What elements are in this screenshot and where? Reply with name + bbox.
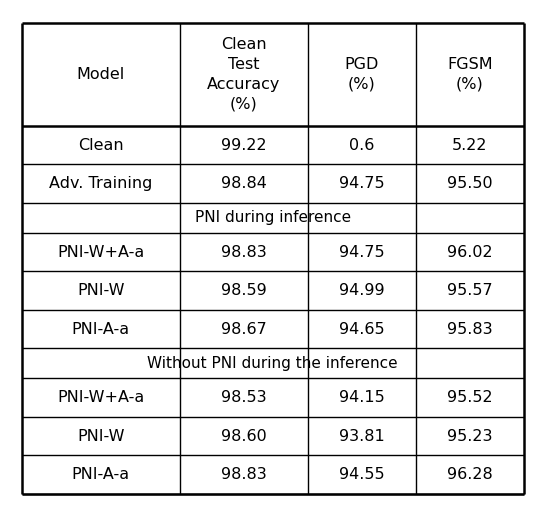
Text: 5.22: 5.22	[452, 138, 488, 153]
Text: Model: Model	[77, 67, 125, 82]
Text: 94.75: 94.75	[339, 245, 384, 260]
Text: 98.59: 98.59	[221, 283, 267, 298]
Text: Clean: Clean	[78, 138, 124, 153]
Text: PNI-W+A-a: PNI-W+A-a	[57, 245, 144, 260]
Text: 98.53: 98.53	[221, 390, 267, 405]
Text: PNI-A-a: PNI-A-a	[72, 467, 130, 482]
Text: 95.50: 95.50	[447, 176, 492, 191]
Text: 95.52: 95.52	[447, 390, 492, 405]
Text: PNI-A-a: PNI-A-a	[72, 322, 130, 337]
Text: PNI-W: PNI-W	[77, 429, 124, 444]
Text: PNI during inference: PNI during inference	[194, 210, 351, 226]
Text: 98.83: 98.83	[221, 467, 267, 482]
Text: 94.65: 94.65	[339, 322, 384, 337]
Text: 98.67: 98.67	[221, 322, 267, 337]
Text: 95.83: 95.83	[447, 322, 492, 337]
Text: 99.22: 99.22	[221, 138, 267, 153]
Text: 95.57: 95.57	[447, 283, 492, 298]
Text: Adv. Training: Adv. Training	[49, 176, 152, 191]
Text: 96.28: 96.28	[447, 467, 492, 482]
Text: 94.55: 94.55	[339, 467, 384, 482]
Text: Without PNI during the inference: Without PNI during the inference	[147, 356, 398, 371]
Text: PGD
(%): PGD (%)	[345, 57, 379, 92]
Text: 98.84: 98.84	[221, 176, 267, 191]
Text: Clean
Test
Accuracy
(%): Clean Test Accuracy (%)	[207, 38, 280, 112]
Text: PNI-W: PNI-W	[77, 283, 124, 298]
Text: 94.15: 94.15	[339, 390, 384, 405]
Text: 94.99: 94.99	[339, 283, 384, 298]
Text: 96.02: 96.02	[447, 245, 492, 260]
Text: PNI-W+A-a: PNI-W+A-a	[57, 390, 144, 405]
Text: 95.23: 95.23	[447, 429, 492, 444]
Text: 98.83: 98.83	[221, 245, 267, 260]
Text: FGSM
(%): FGSM (%)	[447, 57, 492, 92]
Text: 0.6: 0.6	[349, 138, 375, 153]
Text: 94.75: 94.75	[339, 176, 384, 191]
Text: 93.81: 93.81	[339, 429, 384, 444]
Text: 98.60: 98.60	[221, 429, 267, 444]
